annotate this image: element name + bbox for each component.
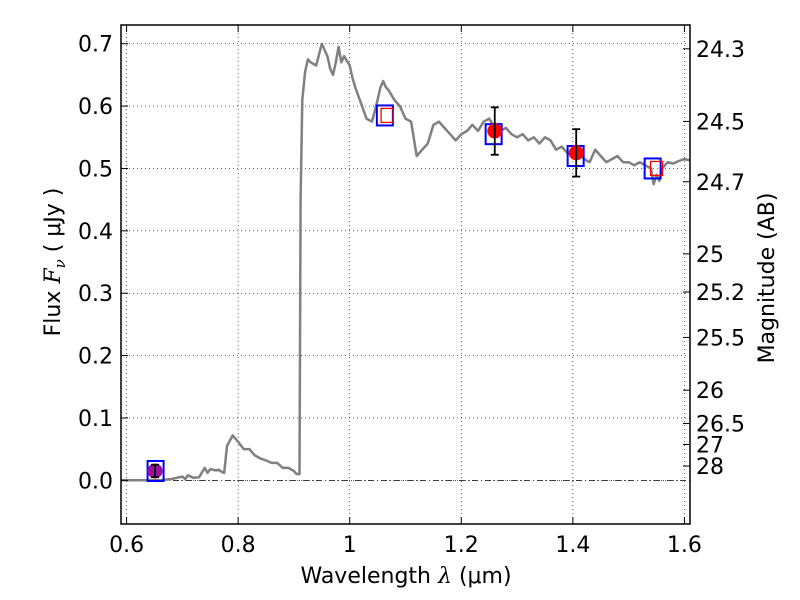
y-tick-label-6: 0.6: [78, 95, 113, 120]
y2-tick-label-9: 28: [696, 455, 724, 480]
y2-tick-label-3: 25: [696, 243, 724, 268]
y-axis-label: Flux Fν ( μJy ): [41, 188, 69, 337]
grid: [121, 25, 690, 524]
y-tick-label-4: 0.4: [78, 220, 113, 245]
y-tick-label-2: 0.2: [78, 345, 113, 370]
y2-tick-label-8: 27: [696, 433, 724, 458]
y2-tick-label-0: 24.3: [696, 38, 745, 63]
plot-frame: [120, 24, 691, 525]
y2-tick-label-7: 26.5: [696, 412, 745, 437]
series-layer: [121, 42, 691, 482]
x-axis-ticks: 0.6 0.8 1 1.2 1.4 1.6: [109, 25, 702, 558]
x-tick-label-5: 1.6: [667, 533, 702, 558]
y-tick-label-1: 0.1: [78, 407, 113, 432]
observed-point-4: [649, 160, 664, 177]
y2-tick-label-6: 26: [696, 379, 724, 404]
x-tick-label-4: 1.4: [555, 533, 590, 558]
y2-tick-label-4: 25.2: [696, 281, 745, 306]
y2-tick-label-1: 24.5: [696, 110, 745, 135]
y-axis-ticks: 0.0 0.1 0.2 0.3 0.4 0.5 0.6 0.7: [78, 33, 128, 494]
y-tick-label-7: 0.7: [78, 33, 113, 58]
x-tick-label-3: 1.2: [444, 533, 479, 558]
y2-tick-label-5: 25.5: [696, 326, 745, 351]
y-tick-label-5: 0.5: [78, 157, 113, 182]
y-tick-label-3: 0.3: [78, 282, 113, 307]
model-point-4: [643, 157, 662, 180]
y-tick-label-0: 0.0: [78, 469, 113, 494]
y2-axis-label: Magnitude (AB): [755, 193, 780, 364]
points-layer: [146, 104, 664, 482]
x-tick-label-0: 0.6: [109, 533, 144, 558]
x-tick-label-1: 0.8: [221, 533, 256, 558]
x-tick-label-2: 1: [343, 533, 357, 558]
x-axis-label: Wavelength λ (μm): [300, 564, 511, 589]
observed-point-1: [380, 107, 394, 124]
y2-tick-label-2: 24.7: [696, 171, 745, 196]
series-line-0: [121, 42, 691, 482]
